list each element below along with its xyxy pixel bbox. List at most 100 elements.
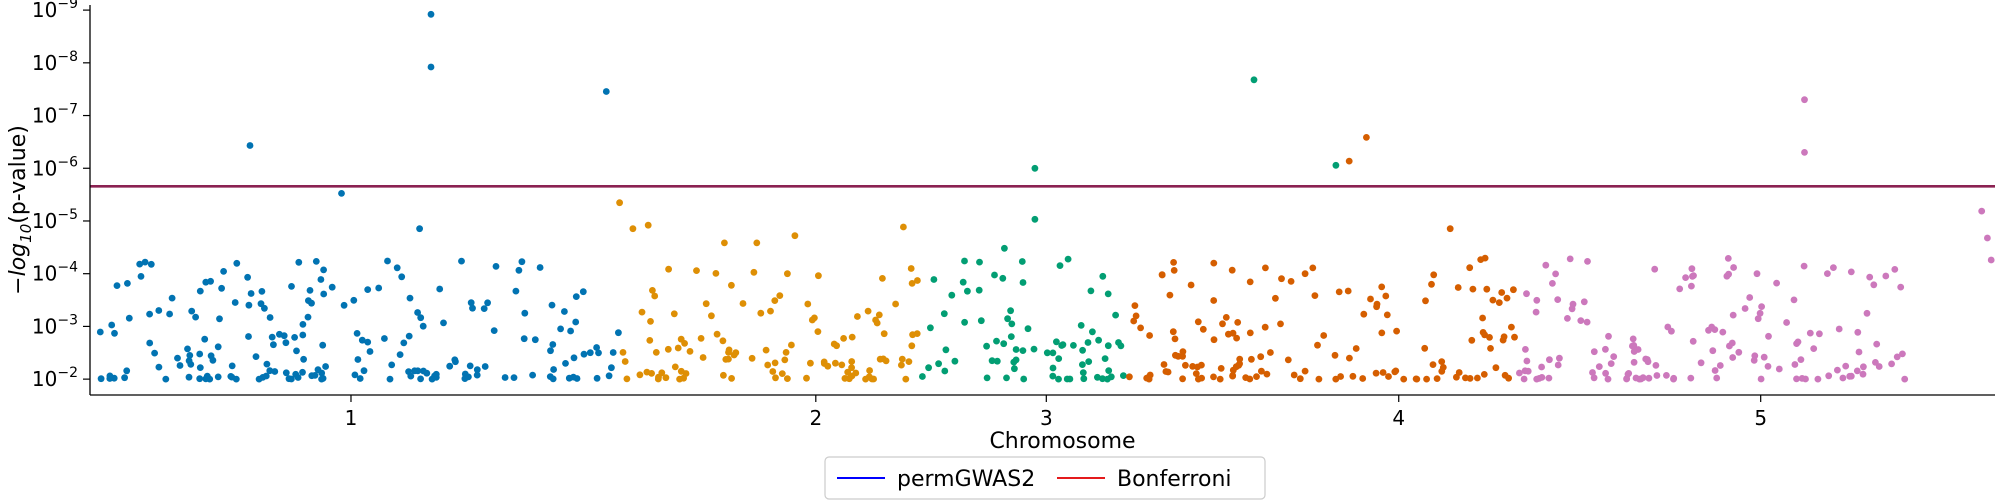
x-tick-label-3: 3 xyxy=(1040,406,1053,430)
data-point-chr5 xyxy=(1516,369,1523,377)
data-point-chr1 xyxy=(351,371,359,379)
data-point-chr1 xyxy=(244,273,252,281)
data-point-chr4 xyxy=(1335,288,1343,296)
data-point-chr5 xyxy=(1860,363,1867,371)
data-point-chr4 xyxy=(1477,256,1485,263)
data-point-chr1 xyxy=(510,374,518,381)
data-point-chr4 xyxy=(1499,336,1507,344)
data-point-chr2 xyxy=(697,335,705,342)
data-point-chr3 xyxy=(1000,340,1008,348)
data-point-chr4 xyxy=(1229,372,1237,379)
data-point-chr4 xyxy=(1130,317,1138,325)
data-point-chr5 xyxy=(1532,308,1540,316)
data-point-chr1 xyxy=(295,258,303,266)
data-point-chr2 xyxy=(720,371,727,379)
data-point-chr1 xyxy=(196,287,204,295)
data-point-chr4 xyxy=(1349,372,1357,380)
data-point-chr1 xyxy=(550,366,557,373)
data-point-chr1 xyxy=(255,375,263,383)
data-point-chr5 xyxy=(1595,363,1603,370)
data-point-chr2 xyxy=(713,330,721,338)
data-point-chr4 xyxy=(1400,375,1408,383)
data-point-chr2 xyxy=(753,239,761,247)
data-point-chr4 xyxy=(1182,361,1189,369)
data-point-chr5 xyxy=(1847,372,1855,380)
data-point-chr1 xyxy=(245,333,252,340)
data-point-chr4 xyxy=(1503,294,1511,302)
data-point-chr4 xyxy=(1277,320,1284,328)
data-point-chr2 xyxy=(784,375,791,382)
data-point-chr3 xyxy=(1055,355,1063,362)
data-point-chr4 xyxy=(1510,286,1517,294)
data-point-chr3 xyxy=(1250,76,1258,84)
data-point-chr5 xyxy=(1728,339,1736,347)
data-point-chr1 xyxy=(268,333,276,341)
data-point-chr4 xyxy=(1258,367,1265,375)
data-point-chr5 xyxy=(1688,265,1696,273)
data-point-chr1 xyxy=(458,257,465,265)
data-point-chr2 xyxy=(914,277,921,284)
data-point-chr1 xyxy=(353,330,361,337)
data-point-chr5 xyxy=(1584,258,1591,265)
data-point-chr1 xyxy=(108,321,116,329)
data-point-chr1 xyxy=(557,325,564,333)
data-point-chr1 xyxy=(354,356,362,363)
data-point-chr2 xyxy=(905,358,913,365)
data-point-chr2 xyxy=(908,280,916,287)
data-point-chr1 xyxy=(364,338,372,346)
data-point-chr3 xyxy=(1079,369,1087,376)
data-point-chr5 xyxy=(1554,296,1562,303)
data-point-chr1 xyxy=(306,287,314,294)
data-point-chr4 xyxy=(1311,292,1319,299)
data-point-chr4 xyxy=(1393,327,1400,335)
data-point-chr4 xyxy=(1372,369,1380,377)
data-point-chr1 xyxy=(512,287,520,295)
data-point-chr1 xyxy=(602,88,610,95)
data-point-chr3 xyxy=(961,257,968,265)
data-point-chr2 xyxy=(808,316,816,324)
data-point-chr3 xyxy=(1018,258,1026,265)
data-point-chr5 xyxy=(1835,325,1843,333)
data-point-chr1 xyxy=(97,375,105,383)
data-point-chr3 xyxy=(1007,333,1015,340)
data-point-chr1 xyxy=(515,266,523,274)
data-point-chr4 xyxy=(1378,283,1386,291)
data-point-chr1 xyxy=(96,328,104,336)
data-point-chr1 xyxy=(245,301,253,309)
data-point-chr4 xyxy=(1179,348,1187,355)
data-point-chr1 xyxy=(186,352,194,359)
data-point-chr3 xyxy=(927,324,934,332)
data-point-chr1 xyxy=(125,314,133,322)
data-point-chr4 xyxy=(1379,369,1387,376)
data-point-chr5 xyxy=(1651,265,1659,273)
data-point-chr1 xyxy=(427,10,435,18)
data-point-chr1 xyxy=(300,355,307,363)
data-point-chr1 xyxy=(146,339,154,347)
data-point-chr4 xyxy=(1126,373,1133,381)
data-point-chr2 xyxy=(654,375,662,383)
data-point-chr4 xyxy=(1131,302,1139,309)
data-point-chr5 xyxy=(1757,375,1765,383)
data-point-chr5 xyxy=(1765,332,1772,340)
data-point-chr2 xyxy=(815,272,822,280)
data-point-chr4 xyxy=(1278,275,1285,283)
data-point-chr2 xyxy=(804,300,812,308)
data-point-chr4 xyxy=(1469,285,1477,293)
data-point-chr4 xyxy=(1222,314,1230,321)
axes-layer xyxy=(89,5,1995,396)
data-point-chr5 xyxy=(1773,279,1780,287)
data-point-chr1 xyxy=(123,367,131,375)
data-point-chr3 xyxy=(1112,311,1119,319)
data-point-chr2 xyxy=(619,349,627,356)
data-point-chr3 xyxy=(1101,355,1109,362)
data-point-chr1 xyxy=(521,309,529,317)
data-point-chr2 xyxy=(648,370,655,377)
data-point-chr5 xyxy=(1842,362,1850,370)
data-point-chr3 xyxy=(1064,255,1072,263)
data-point-chr1 xyxy=(162,375,170,383)
data-point-chr5 xyxy=(1629,342,1636,350)
data-point-chr2 xyxy=(721,239,728,247)
data-point-chr5 xyxy=(1790,296,1798,304)
data-point-chr3 xyxy=(1031,215,1039,223)
data-point-chr5 xyxy=(1875,363,1883,370)
